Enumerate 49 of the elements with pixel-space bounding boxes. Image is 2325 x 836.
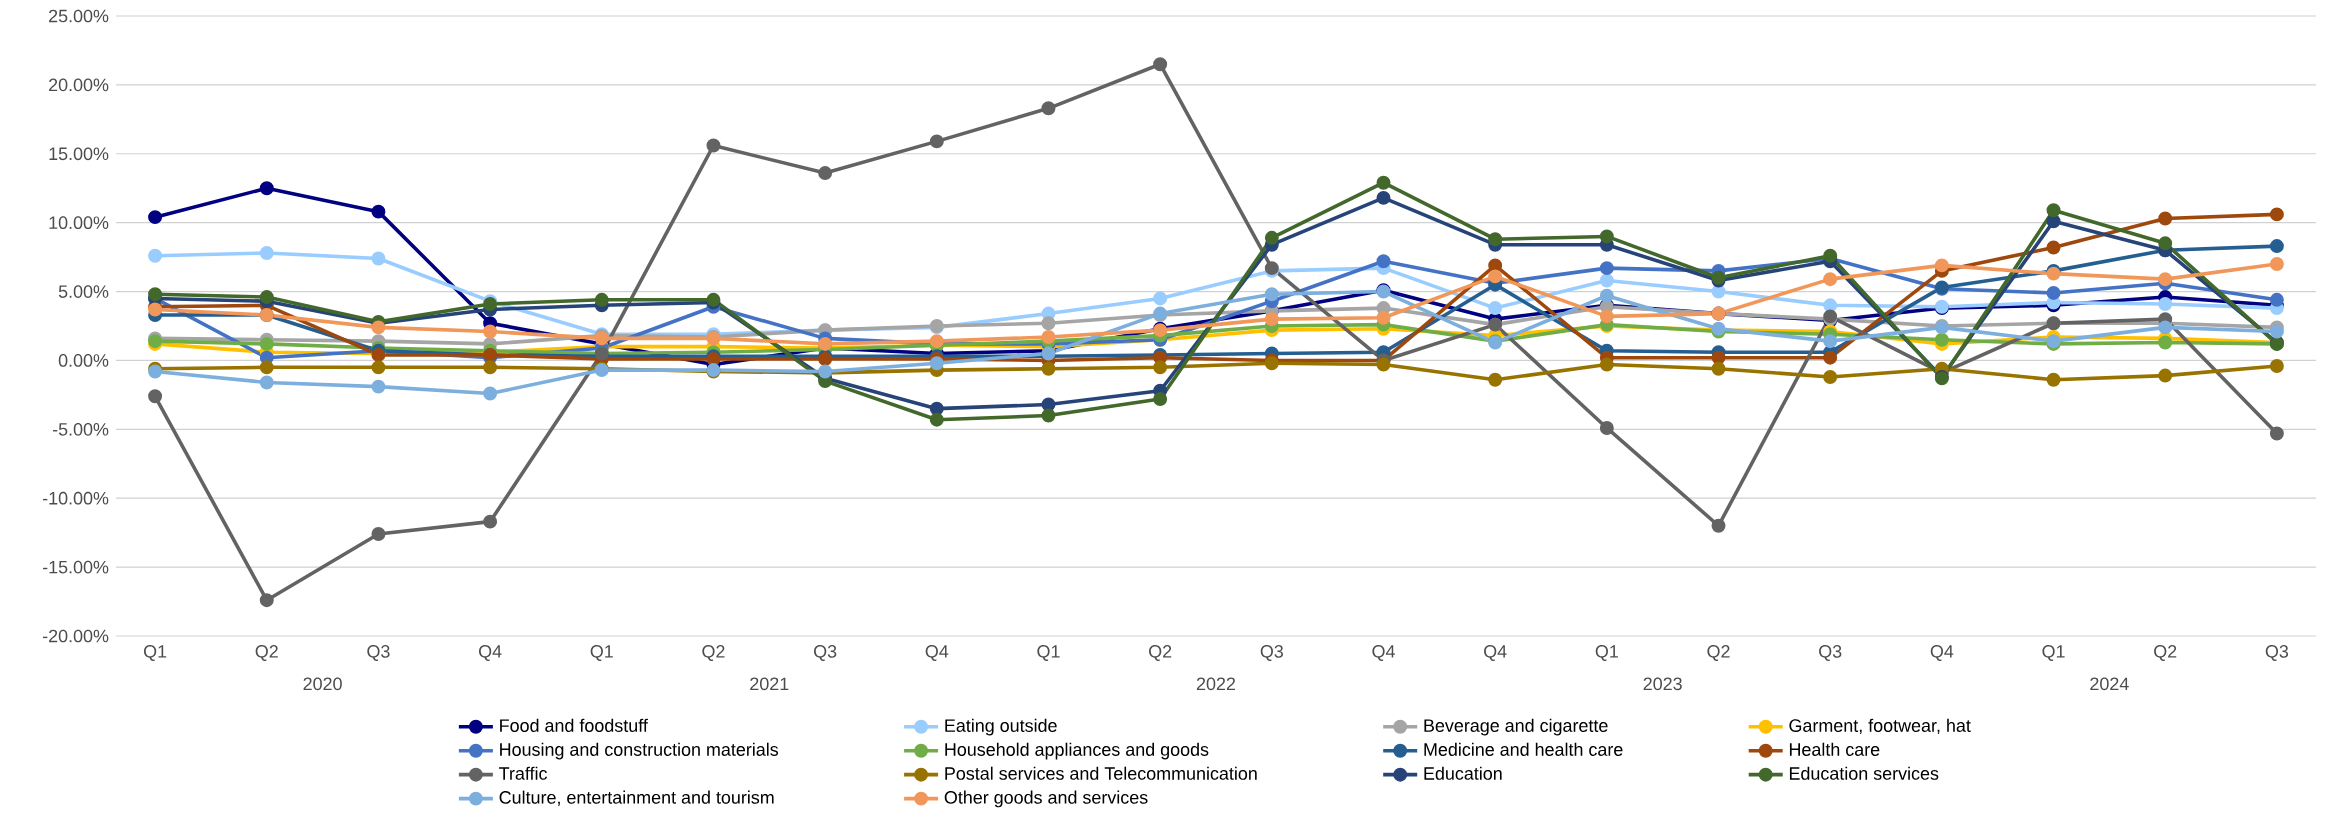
y-tick-label: -20.00% <box>42 629 109 643</box>
x-tick-label: Q1 <box>2042 645 2065 661</box>
x-tick-label: Q2 <box>1707 645 1730 661</box>
legend-label: Traffic <box>499 766 548 780</box>
y-tick-label: 25.00% <box>49 9 109 23</box>
legend-label: Culture, entertainment and tourism <box>499 790 774 806</box>
legend-label: Education <box>1424 766 1502 780</box>
x-tick-label: Q2 <box>2154 645 2177 661</box>
x-tick-label: Q1 <box>1595 645 1618 661</box>
text: 2023 <box>1643 677 1682 691</box>
x-tick-label: Q4 <box>1372 645 1395 661</box>
y-tick-label: 15.00% <box>49 147 109 161</box>
x-tick-label: Q3 <box>1260 645 1283 661</box>
legend-label: Postal services and Telecommunication <box>945 766 1257 780</box>
y-tick-label: -10.00% <box>42 491 109 505</box>
legend-label: Food and foodstuff <box>500 718 648 732</box>
legend-label: Household appliances and goods <box>945 742 1209 760</box>
y-tick-label: -15.00% <box>42 560 109 574</box>
legend-label: Beverage and cigarette <box>1424 718 1608 736</box>
x-tick-label: Q4 <box>1930 645 1954 661</box>
text: 2022 <box>1196 677 1236 691</box>
x-tick-label: Q2 <box>1149 645 1172 661</box>
y-tick-label: 0.00% <box>58 354 109 367</box>
x-tick-label: Q1 <box>590 645 613 661</box>
legend-label: Health care <box>1789 742 1880 756</box>
legend-label: Medicine and health care <box>1424 742 1623 756</box>
x-tick-label: Q1 <box>1037 645 1060 661</box>
y-tick-label: 20.00% <box>49 78 109 92</box>
x-tick-label: Q4 <box>1484 645 1507 661</box>
legend-label: Housing and construction materials <box>500 742 779 760</box>
x-tick-label: Q3 <box>2265 645 2289 661</box>
y-tick-label: -5.00% <box>52 422 109 436</box>
legend-label: Eating outside <box>945 718 1057 736</box>
legend-label: Education services <box>1789 766 1939 780</box>
legend-label: Other goods and services <box>944 790 1148 808</box>
x-tick-label: Q3 <box>367 645 390 661</box>
x-tick-label: Q3 <box>814 645 837 661</box>
y-tick-label: 5.00% <box>58 285 109 298</box>
x-tick-label: Q1 <box>143 645 167 661</box>
y-tick-label: 10.00% <box>49 216 109 230</box>
text: 2020 <box>303 677 342 691</box>
x-tick-label: Q2 <box>702 645 725 661</box>
legend-label: Garment, footwear, hat <box>1789 718 1971 735</box>
text: 2021 <box>750 677 789 691</box>
x-tick-label: Q4 <box>478 645 502 661</box>
text: 2024 <box>2090 677 2129 691</box>
x-tick-label: Q2 <box>255 645 278 661</box>
x-tick-label: Q3 <box>1819 645 1842 661</box>
x-tick-label: Q4 <box>925 645 949 661</box>
